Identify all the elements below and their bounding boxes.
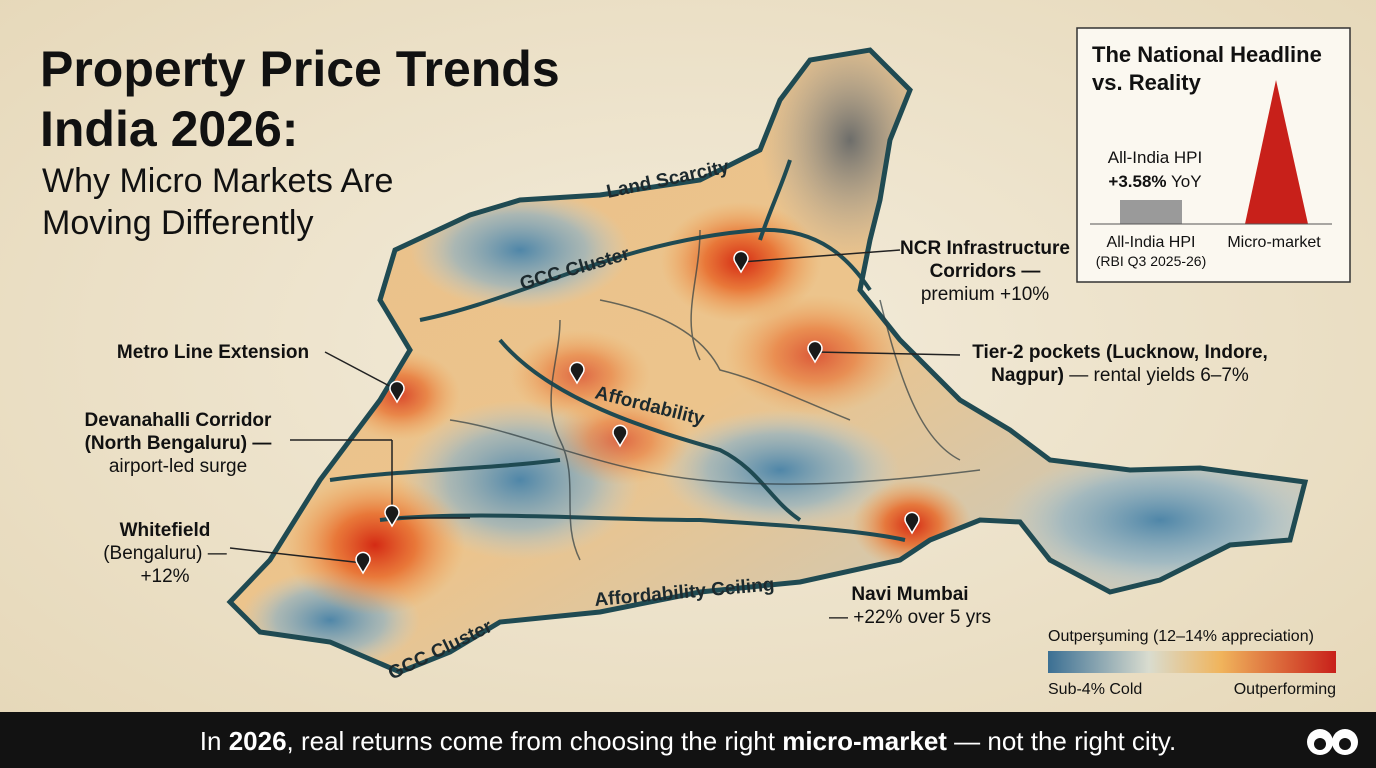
callout: Tier-2 pockets (Lucknow, Indore, Nagpur) … bbox=[972, 342, 1268, 386]
micro-market-peak bbox=[1245, 80, 1308, 224]
callout: Whitefield (Bengaluru) — +12% bbox=[103, 520, 227, 587]
footer-text: In 2026, real returns come from choosing… bbox=[200, 726, 1176, 756]
inset-category-note: (RBI Q3 2025-26) bbox=[1096, 253, 1207, 269]
callout-emphasis: Nagpur) bbox=[991, 365, 1064, 386]
inset-title-line: vs. Reality bbox=[1092, 70, 1202, 95]
callout-detail: airport-led surge bbox=[109, 456, 247, 477]
inset-category: Micro-market bbox=[1227, 234, 1321, 251]
inset-annotation-unit: YoY bbox=[1167, 172, 1202, 191]
callout-line: Whitefield bbox=[120, 520, 211, 541]
legend-low: Sub-4% Cold bbox=[1048, 681, 1142, 698]
callout-emphasis: NCR Infrastructure bbox=[900, 238, 1070, 259]
legend: Outperşuming (12–14% appreciation) Sub-4… bbox=[1048, 628, 1336, 698]
subtitle-line: Moving Differently bbox=[42, 204, 314, 242]
callout: Metro Line Extension bbox=[117, 342, 309, 363]
callout-line: Navi Mumbai bbox=[851, 584, 968, 605]
inset-title: The National Headline vs. Reality bbox=[1092, 42, 1328, 95]
callout-line: Tier-2 pockets (Lucknow, Indore, bbox=[972, 342, 1268, 363]
subtitle-line: Why Micro Markets Are bbox=[42, 162, 393, 200]
callout-detail: premium +10% bbox=[921, 284, 1049, 305]
inset-annotation: All-India HPI bbox=[1108, 148, 1202, 167]
inset-category: All-India HPI bbox=[1107, 234, 1196, 251]
callouts: NCR Infrastructure Corridors — premium +10… bbox=[85, 238, 1268, 628]
inset-title-line: The National Headline bbox=[1092, 42, 1322, 67]
callout-emphasis: Tier-2 pockets (Lucknow, Indore, bbox=[972, 342, 1268, 363]
callout: Navi Mumbai — +22% over 5 yrs bbox=[829, 584, 991, 628]
footer-part: 2026 bbox=[229, 726, 287, 756]
callout-line: (Bengaluru) — bbox=[103, 543, 227, 564]
callout-line: +12% bbox=[140, 566, 189, 587]
callout-detail: — +22% over 5 yrs bbox=[829, 607, 991, 628]
footer-part: In bbox=[200, 726, 229, 756]
legend-scale bbox=[1048, 651, 1336, 673]
callout: NCR Infrastructure Corridors — premium +10… bbox=[900, 238, 1070, 305]
callout-emphasis: Corridors — bbox=[930, 261, 1041, 282]
callout-line: — +22% over 5 yrs bbox=[829, 607, 991, 628]
inset-annotation-value: +3.58% bbox=[1108, 172, 1166, 191]
callout-line: premium +10% bbox=[921, 284, 1049, 305]
callout-line: NCR Infrastructure bbox=[900, 238, 1070, 259]
callout-detail: — rental yields 6–7% bbox=[1064, 365, 1249, 386]
callout: Devanahalli Corridor (North Bengaluru) — a… bbox=[85, 410, 272, 477]
legend-high: Outperforming bbox=[1234, 681, 1336, 698]
callout-emphasis: Whitefield bbox=[120, 520, 211, 541]
pins bbox=[355, 250, 920, 575]
footer-part: — not the right city. bbox=[947, 726, 1176, 756]
logo bbox=[1307, 729, 1358, 755]
leader-lines bbox=[229, 249, 961, 564]
footer-part: , real returns come from choosing the ri… bbox=[287, 726, 783, 756]
callout-detail: +12% bbox=[140, 566, 189, 587]
callout-emphasis: Devanahalli Corridor bbox=[85, 410, 272, 431]
callout-detail: (Bengaluru) — bbox=[103, 543, 227, 564]
callout-line: Metro Line Extension bbox=[117, 342, 309, 363]
state-borders bbox=[449, 229, 981, 561]
hpi-bar bbox=[1120, 200, 1182, 224]
callout-line: Corridors — bbox=[930, 261, 1041, 282]
footer-part: micro-market bbox=[782, 726, 947, 756]
footer-bar bbox=[0, 712, 1376, 768]
subtitle: Why Micro Markets Are Moving Differently bbox=[42, 162, 403, 242]
title-line: India 2026: bbox=[40, 101, 298, 157]
callout-line: Devanahalli Corridor bbox=[85, 410, 272, 431]
callout-line: airport-led surge bbox=[109, 456, 247, 477]
callout-emphasis: (North Bengaluru) — bbox=[85, 433, 272, 454]
legend-title: Outperşuming (12–14% appreciation) bbox=[1048, 628, 1314, 645]
inset-chart: The National Headline vs. Reality All-In… bbox=[1076, 27, 1351, 283]
callout-line: (North Bengaluru) — bbox=[85, 433, 272, 454]
callout-emphasis: Metro Line Extension bbox=[117, 342, 309, 363]
inset-annotation: +3.58% YoY bbox=[1108, 172, 1201, 191]
callout-line: Nagpur) — rental yields 6–7% bbox=[991, 365, 1249, 386]
title: Property Price Trends India 2026: bbox=[40, 41, 574, 157]
title-line: Property Price Trends bbox=[40, 41, 560, 97]
callout-emphasis: Navi Mumbai bbox=[851, 584, 968, 605]
